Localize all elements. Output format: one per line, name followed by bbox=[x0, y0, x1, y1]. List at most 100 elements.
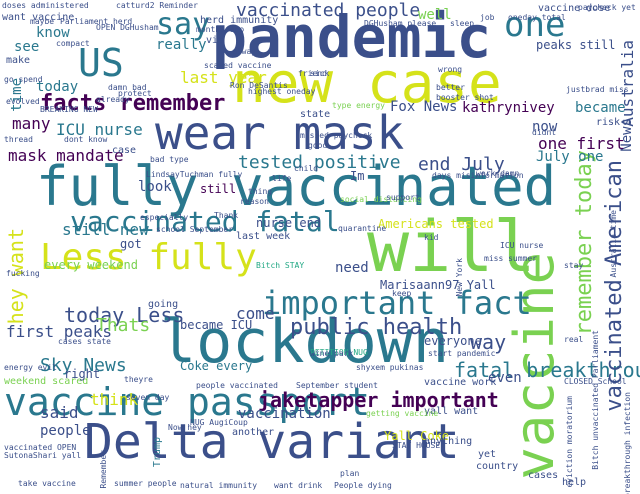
word-kathrynivey: kathrynivey bbox=[462, 100, 555, 116]
word-vaccinated-people: vaccinated people bbox=[236, 0, 421, 21]
word-vaccine-work: vaccine work bbox=[424, 377, 497, 388]
word-catturd2-reminder: catturd2 Reminder bbox=[116, 1, 198, 10]
word-alway: alway bbox=[232, 47, 257, 56]
word-wear-mask: wear mask bbox=[155, 106, 405, 160]
word-closed-school: CLOSED School bbox=[564, 377, 627, 386]
word-first-peaks: first peaks bbox=[6, 322, 112, 341]
word-paycheck-yet: paycheck yet bbox=[578, 3, 636, 12]
word-herd-immunity: herd immunity bbox=[200, 15, 279, 26]
word-sky-news: Sky News bbox=[40, 355, 127, 376]
word-reason: reason bbox=[240, 197, 269, 206]
word-miss-summer: miss summer bbox=[484, 254, 537, 263]
word-highest-oneday: highest oneday bbox=[248, 87, 316, 96]
word-thank: Thank bbox=[214, 211, 239, 220]
word-mask-mandate: mask mandate bbox=[8, 146, 124, 165]
word-right: right bbox=[64, 367, 101, 381]
word-life: life bbox=[272, 174, 292, 183]
word-last-week: last week bbox=[236, 231, 291, 242]
word-stay: stay bbox=[564, 261, 584, 270]
word-well: well bbox=[418, 7, 452, 23]
word-became: became bbox=[575, 100, 626, 116]
word-friend: friend bbox=[298, 69, 327, 78]
word-fully-vaccinated: fully vaccinated bbox=[36, 155, 557, 218]
word-seven-day: seven day bbox=[126, 393, 170, 402]
word-now: now bbox=[532, 119, 558, 135]
word-now-hey: Now hey bbox=[168, 423, 202, 432]
word-bad-type: bad type bbox=[150, 155, 189, 164]
word-july-one: July one bbox=[536, 149, 604, 165]
word-australia: Australia bbox=[618, 40, 637, 127]
word-open-dghusham: OPEN DGHusham bbox=[96, 23, 159, 32]
word-important-fact: important fact bbox=[262, 284, 532, 322]
word-plan: plan bbox=[340, 469, 360, 478]
word-help: help bbox=[562, 477, 587, 488]
word-start-pandemic: start pandemic bbox=[428, 349, 496, 358]
word-us: US bbox=[78, 41, 124, 85]
word-case: case bbox=[112, 145, 137, 156]
word-delta-variant: Delta variant bbox=[84, 414, 460, 470]
word-got: got bbox=[120, 237, 142, 251]
word-go-spend: go spend bbox=[4, 75, 43, 84]
word-new-york: New York bbox=[455, 258, 464, 297]
word-today: today bbox=[36, 79, 79, 95]
word-work-damn: work damn bbox=[476, 169, 520, 178]
word-fatal-breakthrou: fatal breakthrou bbox=[454, 358, 640, 382]
word-today-less: today Less bbox=[64, 303, 185, 327]
word-new-case: new case bbox=[232, 51, 502, 116]
word-quarantine: quarantine bbox=[338, 224, 387, 233]
word-still-new: still new bbox=[62, 220, 149, 239]
word-became-icu: became ICU bbox=[180, 318, 253, 332]
word-want-drink: want drink bbox=[274, 481, 323, 490]
word-months-ago: months ago bbox=[196, 25, 245, 34]
word-kid: kid bbox=[424, 233, 439, 242]
word-sutonashari-yall: SutonaShari yall bbox=[4, 451, 82, 460]
word-pandemic: pandemic bbox=[212, 3, 492, 71]
word-breakthrough-infection: breakthrough infection bbox=[623, 392, 632, 494]
word-lindsaytuchman-fully: LindsayTuchman fully bbox=[146, 170, 243, 179]
word-remember: Remember bbox=[99, 450, 108, 489]
word-real: real bbox=[564, 335, 584, 344]
word-didnt: didnt bbox=[532, 128, 557, 137]
word-look: look bbox=[138, 179, 172, 195]
word-energy-evil: energy evil bbox=[4, 363, 57, 372]
word-say: say bbox=[156, 7, 211, 42]
word-keep: keep bbox=[392, 289, 412, 298]
word-vaccine-dose: vaccine dose bbox=[538, 3, 611, 14]
word-child: child bbox=[294, 164, 319, 173]
word-vaccinated-open: vaccinated OPEN bbox=[4, 443, 77, 452]
word-people-dying: People dying bbox=[334, 481, 392, 490]
word-weekend-scared: weekend scared bbox=[4, 376, 89, 387]
word-vaccinated-american: vaccinated American bbox=[602, 160, 627, 412]
word-sick: sick bbox=[310, 69, 330, 78]
word-really: really bbox=[156, 37, 207, 53]
word-country: country bbox=[476, 461, 519, 472]
word-cases-state: cases state bbox=[58, 337, 111, 346]
word-days-misinformation: days misinformation bbox=[432, 171, 524, 180]
word-said: said bbox=[40, 403, 79, 422]
word-justbrad-miss: justbrad miss bbox=[566, 85, 629, 94]
word-eviction-moratorium: eviction moratorium bbox=[565, 396, 574, 488]
word-remember-today: remember today bbox=[572, 150, 597, 336]
word-parliament-herd: Parliament herd bbox=[60, 17, 133, 26]
word-theyre: theyre bbox=[124, 375, 153, 384]
word-still: still bbox=[200, 182, 237, 196]
word-need: need bbox=[335, 260, 369, 276]
word-compact: compact bbox=[56, 39, 90, 48]
word-petition-nug: PETITION NUG bbox=[310, 348, 368, 357]
word-way: way bbox=[470, 330, 507, 354]
word-damn-bad: damn bad bbox=[108, 83, 147, 92]
word-ron-desantis: Ron DeSantis bbox=[230, 81, 288, 90]
word-facts-remember: facts remember bbox=[40, 91, 226, 116]
word-already: already bbox=[96, 95, 130, 104]
word-protect: protect bbox=[118, 89, 152, 98]
word-see: see bbox=[14, 39, 40, 55]
word-risk: risk bbox=[596, 117, 621, 128]
word-dghusham-please: DGHusham please bbox=[364, 19, 437, 28]
word-job: job bbox=[480, 13, 495, 22]
word-fucking: fucking bbox=[6, 269, 40, 278]
word-even: even bbox=[488, 370, 522, 386]
word-icu-nurse-small: ICU nurse bbox=[500, 241, 544, 250]
word-good: good bbox=[308, 141, 328, 150]
word-lockdown: lockdown bbox=[160, 307, 449, 377]
